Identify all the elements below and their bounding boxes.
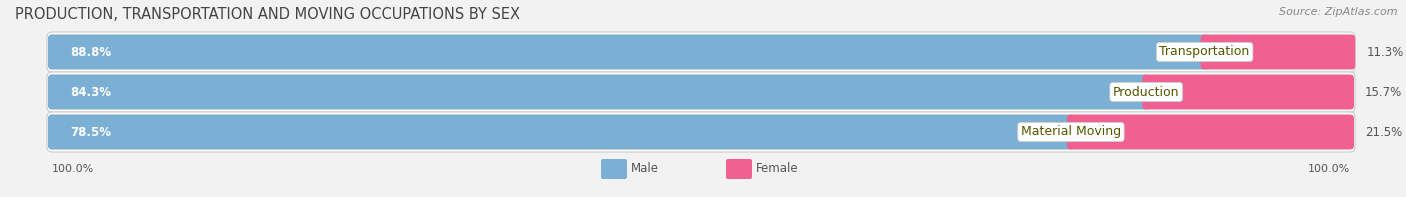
FancyBboxPatch shape — [48, 34, 1209, 70]
Text: 100.0%: 100.0% — [1308, 164, 1350, 174]
Text: Source: ZipAtlas.com: Source: ZipAtlas.com — [1279, 7, 1398, 17]
Text: Male: Male — [631, 163, 659, 176]
Text: 15.7%: 15.7% — [1365, 85, 1402, 98]
FancyBboxPatch shape — [1067, 114, 1354, 150]
Text: 100.0%: 100.0% — [52, 164, 94, 174]
FancyBboxPatch shape — [46, 112, 1355, 152]
Text: Transportation: Transportation — [1160, 46, 1250, 59]
FancyBboxPatch shape — [1201, 34, 1355, 70]
Text: 84.3%: 84.3% — [70, 85, 111, 98]
FancyBboxPatch shape — [48, 114, 1076, 150]
Text: Female: Female — [756, 163, 799, 176]
Text: 11.3%: 11.3% — [1367, 46, 1403, 59]
FancyBboxPatch shape — [1142, 74, 1354, 110]
Text: 78.5%: 78.5% — [70, 125, 111, 138]
FancyBboxPatch shape — [48, 74, 1150, 110]
Text: 21.5%: 21.5% — [1365, 125, 1402, 138]
Text: Material Moving: Material Moving — [1021, 125, 1121, 138]
FancyBboxPatch shape — [725, 159, 752, 179]
FancyBboxPatch shape — [46, 72, 1355, 112]
Text: 88.8%: 88.8% — [70, 46, 111, 59]
FancyBboxPatch shape — [600, 159, 627, 179]
Text: PRODUCTION, TRANSPORTATION AND MOVING OCCUPATIONS BY SEX: PRODUCTION, TRANSPORTATION AND MOVING OC… — [15, 7, 520, 22]
Text: Production: Production — [1114, 85, 1180, 98]
FancyBboxPatch shape — [46, 32, 1355, 72]
